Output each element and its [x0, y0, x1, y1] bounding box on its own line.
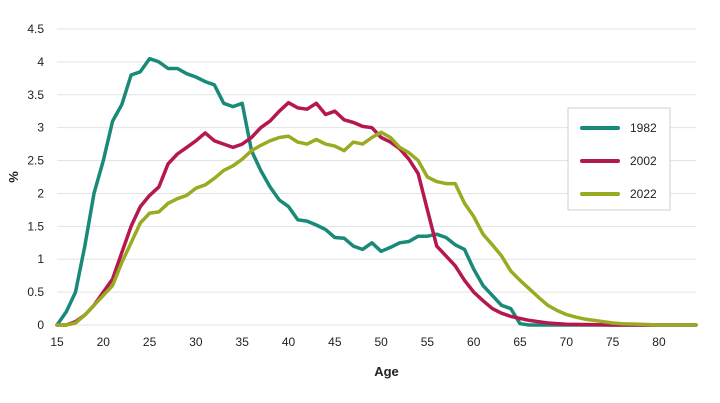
- y-tick-label: 3.5: [27, 88, 44, 102]
- x-tick-label: 20: [97, 335, 111, 349]
- x-tick-label: 15: [50, 335, 64, 349]
- x-tick-label: 30: [189, 335, 203, 349]
- y-tick-label: 1.5: [27, 219, 44, 233]
- legend-label: 2002: [630, 154, 657, 168]
- y-axis-ticks: 0 0.5 1 1.5 2 2.5 3 3.5 4 4.5: [27, 22, 44, 332]
- x-tick-label: 45: [328, 335, 342, 349]
- y-tick-label: 0.5: [27, 285, 44, 299]
- y-tick-label: 3: [37, 121, 44, 135]
- y-tick-label: 4.5: [27, 22, 44, 36]
- x-tick-label: 65: [513, 335, 527, 349]
- x-tick-label: 60: [467, 335, 481, 349]
- legend-label: 1982: [630, 121, 657, 135]
- y-axis-title: %: [6, 171, 21, 183]
- y-tick-label: 2.5: [27, 154, 44, 168]
- gridlines: [57, 28, 696, 326]
- y-tick-label: 0: [37, 318, 44, 332]
- x-tick-label: 50: [374, 335, 388, 349]
- x-tick-label: 75: [606, 335, 620, 349]
- series-lines: [55, 56, 698, 327]
- x-axis-ticks: 15 20 25 30 35 40 45 50 55 60 65 70 75 80: [50, 335, 666, 349]
- x-tick-label: 40: [282, 335, 296, 349]
- x-axis-title: Age: [374, 364, 399, 379]
- y-tick-label: 4: [37, 55, 44, 69]
- series-line-1982: [55, 56, 698, 327]
- x-tick-label: 35: [236, 335, 250, 349]
- y-tick-label: 1: [37, 252, 44, 266]
- x-tick-label: 70: [560, 335, 574, 349]
- x-tick-label: 25: [143, 335, 157, 349]
- x-tick-label: 55: [421, 335, 435, 349]
- series-line-2002: [55, 100, 698, 327]
- x-tick-label: 80: [652, 335, 666, 349]
- y-tick-label: 2: [37, 186, 44, 200]
- legend: 1982 2002 2022: [567, 107, 671, 211]
- series-line-2022: [55, 130, 698, 327]
- legend-label: 2022: [630, 187, 657, 201]
